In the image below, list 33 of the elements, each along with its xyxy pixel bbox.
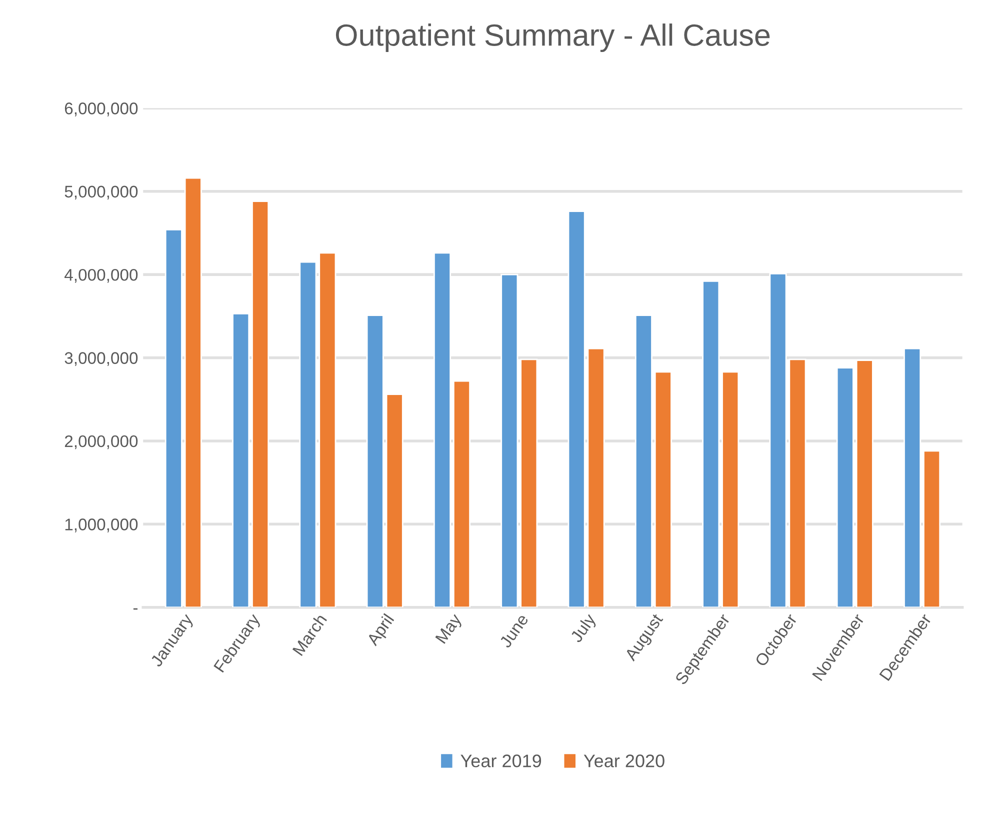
bar: [232, 312, 250, 608]
y-tick-label: 5,000,000: [64, 186, 138, 200]
y-tick-label: 2,000,000: [64, 435, 138, 450]
y-tick-label: -: [133, 608, 138, 610]
bar: [452, 380, 470, 608]
bar: [386, 394, 404, 608]
y-tick-label: 4,000,000: [64, 268, 138, 283]
bar: [587, 348, 605, 608]
y-tick-label: 3,000,000: [64, 352, 138, 366]
bar: [434, 252, 452, 608]
bar: [184, 177, 202, 608]
bar: [702, 280, 720, 608]
bar: [164, 228, 182, 608]
bar: [836, 367, 854, 608]
bar: [500, 274, 518, 608]
bar: [722, 371, 740, 608]
bar: [366, 314, 384, 608]
bar: [252, 200, 270, 608]
legend-label: Year 2019: [460, 754, 542, 768]
x-tick-label: July: [569, 612, 600, 646]
bar: [568, 210, 586, 608]
bar: [520, 358, 538, 608]
bar: [904, 348, 922, 608]
y-tick-label: 6,000,000: [64, 102, 138, 116]
chart-title: Outpatient Summary - All Cause: [336, 24, 770, 52]
bar: [923, 450, 941, 608]
bar: [634, 314, 652, 608]
legend-label: Year 2020: [584, 754, 664, 768]
bar: [318, 252, 336, 608]
bar: [856, 360, 874, 608]
bar: [299, 261, 317, 608]
y-tick-label: 1,000,000: [65, 518, 138, 532]
bar: [654, 371, 672, 608]
